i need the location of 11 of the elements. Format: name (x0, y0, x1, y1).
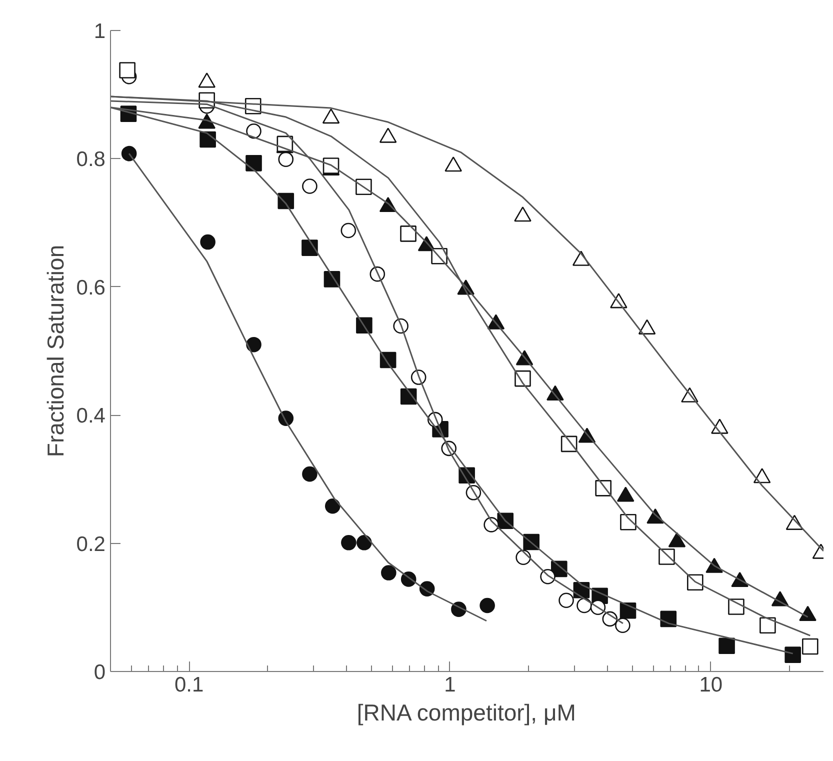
y-tick-label: 0.8 (76, 148, 106, 172)
x-tick-label: 1 (444, 674, 456, 696)
y-axis-title: Fractional Saturation (42, 244, 68, 458)
x-tick-label: 0.1 (174, 674, 204, 696)
y-tick-label: 0 (94, 661, 106, 684)
y-tick-label: 0.2 (76, 532, 106, 556)
y-tick-label: 0.6 (76, 276, 106, 300)
x-axis-title: [RNA competitor], μM (356, 700, 576, 726)
y-tick-label: 0.4 (76, 404, 106, 428)
x-tick-label: 10 (699, 674, 723, 696)
y-tick-label: 1 (94, 20, 106, 43)
